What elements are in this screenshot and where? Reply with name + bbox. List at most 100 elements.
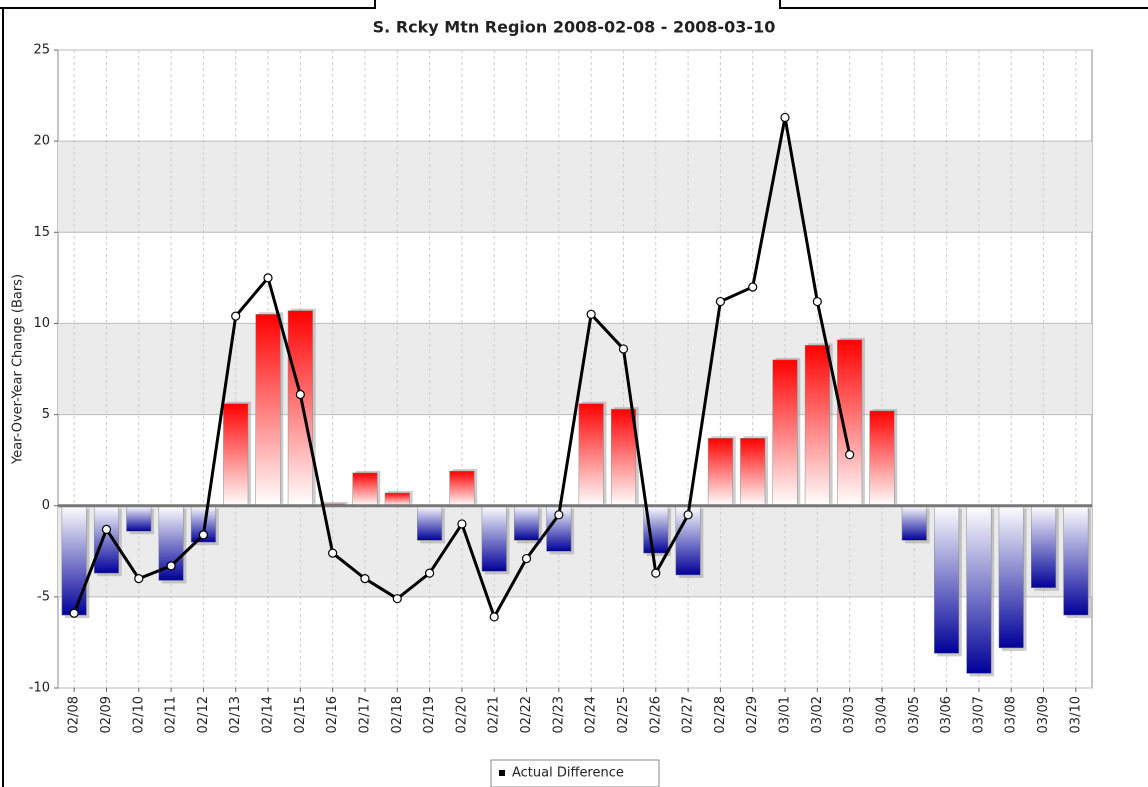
line-point	[328, 548, 338, 558]
x-tick-label: 03/01	[778, 696, 793, 733]
x-tick-label: 02/29	[745, 696, 760, 733]
y-tick-label: 20	[33, 134, 50, 149]
bar	[93, 505, 119, 574]
line-point	[295, 389, 305, 400]
x-tick-label: 02/28	[713, 696, 728, 733]
line-point	[521, 553, 532, 564]
bar	[610, 408, 636, 506]
line-point	[618, 344, 629, 354]
line-point	[134, 574, 144, 584]
grid-band	[58, 141, 1092, 233]
grid-band	[58, 323, 1092, 415]
bar	[287, 310, 313, 506]
bar	[578, 403, 604, 506]
x-tick-label: 03/08	[1004, 696, 1019, 733]
x-tick-label: 02/16	[325, 696, 340, 733]
x-tick-label: 02/23	[551, 696, 566, 733]
bar	[869, 410, 895, 506]
x-tick-label: 02/17	[357, 696, 372, 733]
line-point	[392, 594, 402, 604]
bar	[966, 505, 992, 674]
y-axis-label: Year-Over-Year Change (Bars)	[11, 274, 26, 465]
legend-label: Actual Difference	[512, 766, 624, 781]
y-tick-label: 0	[42, 498, 50, 513]
x-tick-label: 03/10	[1068, 696, 1083, 733]
line-point	[198, 530, 209, 540]
x-tick-label: 03/09	[1036, 696, 1051, 733]
bar	[255, 314, 281, 506]
line-point	[554, 510, 564, 520]
x-tick-label: 02/24	[584, 696, 599, 733]
bar	[126, 505, 152, 532]
x-tick-label: 03/07	[971, 696, 986, 733]
x-tick-label: 02/25	[616, 696, 631, 733]
line-point	[489, 612, 499, 622]
line-point	[812, 296, 822, 307]
x-tick-label: 02/20	[454, 696, 469, 733]
bar	[514, 505, 540, 541]
x-tick-label: 02/26	[648, 696, 663, 733]
legend-box	[490, 759, 660, 787]
bar	[675, 505, 701, 576]
y-tick-label: 10	[33, 316, 50, 331]
bar	[837, 339, 863, 506]
x-tick-label: 02/21	[487, 696, 502, 733]
x-tick-label: 02/09	[99, 696, 114, 733]
y-tick-label: 25	[33, 43, 50, 58]
bar	[481, 505, 507, 572]
line-point	[231, 311, 241, 321]
line-point	[780, 112, 790, 123]
bar	[998, 505, 1024, 649]
x-tick-label: 03/02	[810, 696, 825, 733]
y-tick-label: -5	[37, 589, 50, 604]
x-tick-label: 02/27	[681, 696, 696, 733]
x-tick-label: 02/08	[67, 696, 82, 733]
x-tick-label: 02/14	[261, 696, 276, 733]
bar	[61, 505, 87, 616]
x-tick-label: 02/11	[164, 696, 179, 733]
bar	[772, 359, 798, 506]
y-tick-label: 5	[42, 407, 50, 422]
x-tick-label: 02/15	[293, 696, 308, 733]
y-tick-label: -10	[29, 681, 50, 696]
x-tick-label: 03/05	[907, 696, 922, 733]
x-tick-label: 02/19	[422, 696, 437, 733]
bar	[1063, 505, 1089, 616]
x-tick-label: 02/10	[131, 696, 146, 733]
chart-title: S. Rcky Mtn Region 2008-02-08 - 2008-03-…	[373, 18, 776, 37]
legend-swatch	[499, 770, 505, 776]
bar	[352, 472, 378, 506]
bar	[740, 438, 766, 506]
bar-shadow	[323, 501, 348, 504]
bar	[223, 403, 249, 506]
line-point	[457, 519, 467, 529]
line-point	[424, 568, 435, 578]
bar	[1031, 505, 1057, 588]
bar	[417, 505, 443, 541]
x-tick-label: 03/03	[842, 696, 857, 733]
x-tick-label: 02/22	[519, 696, 534, 733]
bar	[707, 438, 733, 506]
bar	[934, 505, 960, 654]
x-tick-label: 03/04	[874, 696, 889, 733]
bar	[449, 470, 475, 506]
line-point	[263, 273, 273, 283]
x-tick-label: 02/12	[196, 696, 211, 733]
y-tick-label: 15	[33, 225, 50, 240]
x-tick-label: 02/13	[228, 696, 243, 733]
bar	[804, 345, 830, 506]
line-point	[683, 510, 693, 520]
bar	[901, 505, 927, 541]
line-point	[748, 282, 758, 292]
line-point	[69, 608, 79, 618]
line-point	[651, 568, 661, 578]
line-point	[101, 524, 112, 535]
line-point	[586, 309, 596, 319]
line-point	[166, 561, 176, 571]
bar	[384, 492, 410, 506]
x-tick-label: 02/18	[390, 696, 405, 733]
line-point	[360, 574, 370, 584]
x-tick-label: 03/06	[939, 696, 954, 733]
